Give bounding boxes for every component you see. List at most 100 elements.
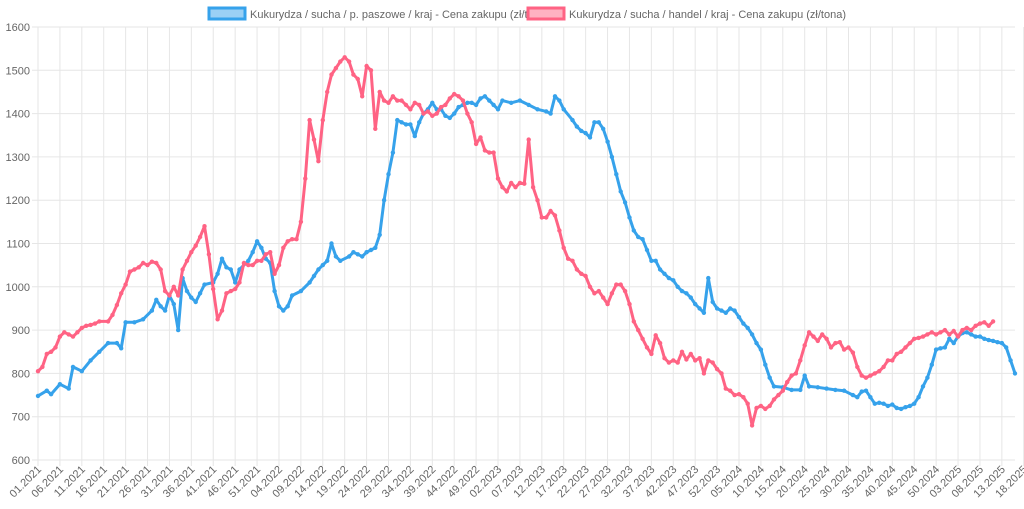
data-point[interactable] [544,215,549,220]
data-point[interactable] [224,265,229,270]
data-point[interactable] [311,137,317,142]
data-point[interactable] [500,185,505,190]
data-point[interactable] [162,308,168,313]
data-point[interactable] [719,371,724,376]
data-point[interactable] [885,403,891,409]
data-point[interactable] [587,135,593,140]
data-point[interactable] [495,176,501,181]
data-point[interactable] [977,334,983,339]
data-point[interactable] [176,293,181,298]
data-point[interactable] [614,172,619,177]
data-point[interactable] [732,308,737,313]
data-point[interactable] [570,117,575,123]
data-point[interactable] [241,260,247,266]
data-point[interactable] [460,98,466,103]
chart-legend[interactable]: Kukurydza / sucha / p. paszowe / kraj - … [207,6,846,21]
data-point[interactable] [671,358,676,363]
data-point[interactable] [890,358,895,363]
data-point[interactable] [596,288,601,294]
data-point[interactable] [119,346,124,351]
data-point[interactable] [403,122,409,127]
data-point[interactable] [233,280,238,285]
data-point[interactable] [990,338,996,344]
data-point[interactable] [894,351,899,357]
data-point[interactable] [636,327,641,333]
data-point[interactable] [640,237,645,242]
data-point[interactable] [355,252,360,257]
data-point[interactable] [202,224,207,229]
data-point[interactable] [955,334,961,339]
data-point[interactable] [320,262,325,268]
data-point[interactable] [412,100,417,106]
data-point[interactable] [276,304,282,309]
data-point[interactable] [360,94,365,99]
data-point[interactable] [785,379,790,385]
data-point[interactable] [395,117,400,123]
data-point[interactable] [977,321,983,326]
data-point[interactable] [657,267,663,272]
data-point[interactable] [154,297,159,302]
data-point[interactable] [224,291,229,296]
data-point[interactable] [123,282,128,287]
data-point[interactable] [215,271,220,276]
data-point[interactable] [855,395,860,400]
data-point[interactable] [763,362,768,367]
data-point[interactable] [859,389,864,394]
data-point[interactable] [346,59,352,64]
data-point[interactable] [478,96,483,101]
data-point[interactable] [627,215,632,220]
data-point[interactable] [399,98,404,103]
data-point[interactable] [482,94,488,99]
data-point[interactable] [298,288,304,294]
data-point[interactable] [587,284,593,289]
data-point[interactable] [622,288,628,294]
data-point[interactable] [263,252,268,257]
data-point[interactable] [237,280,242,285]
data-point[interactable] [933,347,939,352]
data-point[interactable] [947,332,952,337]
data-point[interactable] [544,109,549,114]
data-point[interactable] [48,392,54,397]
data-point[interactable] [114,302,120,308]
data-point[interactable] [268,250,273,255]
data-point[interactable] [688,351,693,357]
data-point[interactable] [824,386,829,391]
data-point[interactable] [666,275,672,281]
data-point[interactable] [307,280,312,285]
data-point[interactable] [855,364,860,370]
data-point[interactable] [403,102,409,108]
data-point[interactable] [66,332,71,337]
data-point[interactable] [789,387,794,393]
data-point[interactable] [289,237,295,242]
data-point[interactable] [452,91,457,97]
data-point[interactable] [649,258,654,263]
data-point[interactable] [679,349,685,354]
data-point[interactable] [189,295,194,300]
data-point[interactable] [710,360,715,365]
data-point[interactable] [97,319,102,324]
data-point[interactable] [684,357,689,362]
data-point[interactable] [303,176,308,181]
data-point[interactable] [684,291,689,296]
data-point[interactable] [149,259,155,264]
data-point[interactable] [193,299,198,305]
data-point[interactable] [355,76,360,82]
data-point[interactable] [592,291,597,296]
data-point[interactable] [360,254,365,259]
data-point[interactable] [601,126,606,131]
data-point[interactable] [627,301,632,307]
data-point[interactable] [850,350,856,355]
data-point[interactable] [158,304,163,309]
data-point[interactable] [140,260,146,266]
data-point[interactable] [430,100,435,106]
data-point[interactable] [526,137,531,142]
data-point[interactable] [969,332,974,337]
data-point[interactable] [653,333,658,338]
data-point[interactable] [614,282,619,287]
data-point[interactable] [903,345,908,350]
data-point[interactable] [443,102,448,108]
data-point[interactable] [749,423,755,428]
data-point[interactable] [325,258,330,263]
data-point[interactable] [1012,371,1018,376]
data-point[interactable] [75,330,80,335]
